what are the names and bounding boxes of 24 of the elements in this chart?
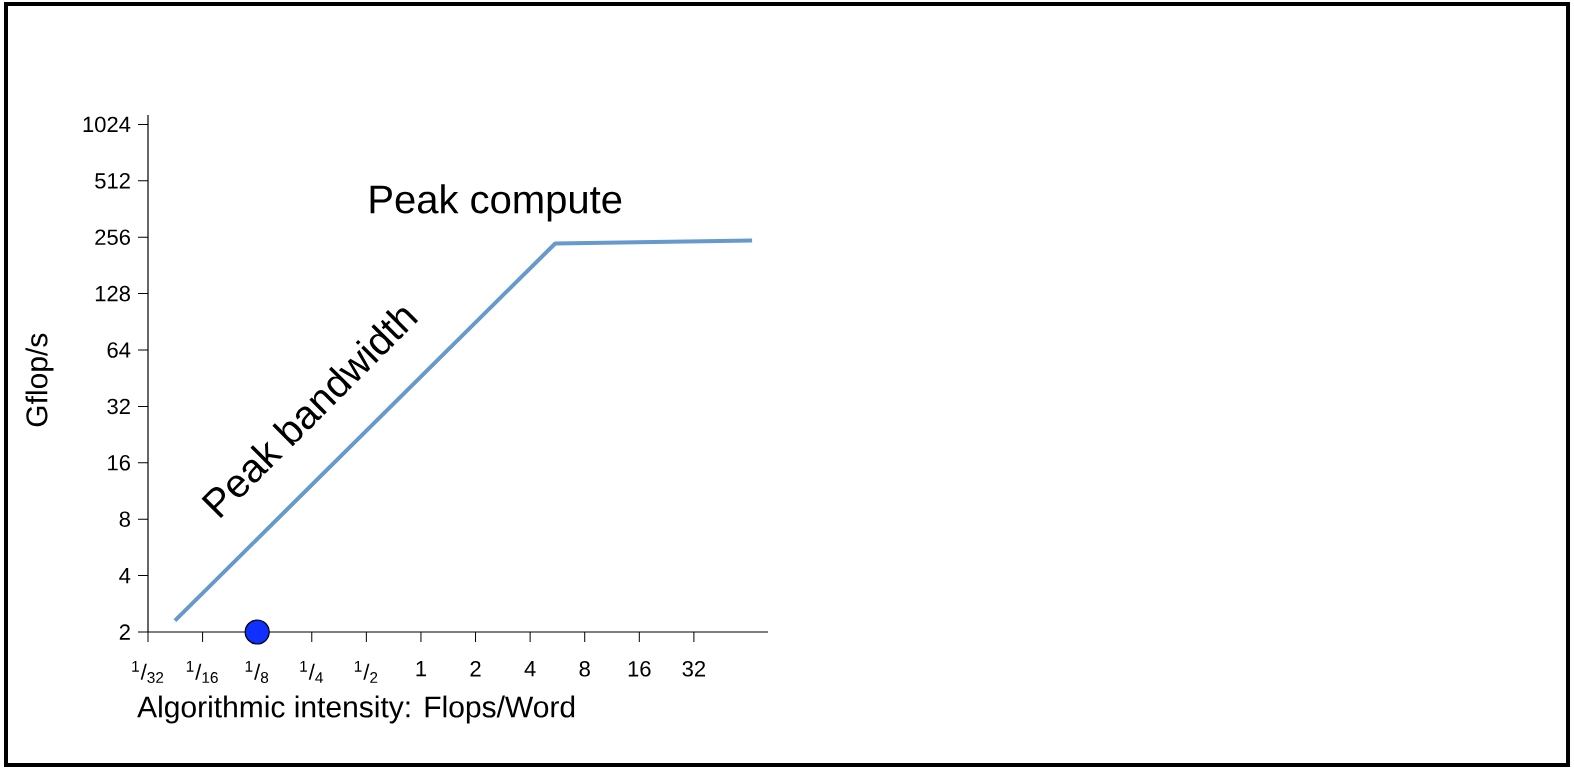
x-tick-label: 4 — [524, 661, 536, 677]
y-tick-label: 32 — [107, 398, 130, 415]
x-tick-label: $^{1}$/$_{8}$ — [245, 661, 269, 684]
x-tick-label: $^{1}$/$_{4}$ — [300, 661, 323, 683]
x-tick-label: $^{1}$/$_{32}$ — [132, 661, 164, 684]
x-tick-label: 1 — [416, 661, 426, 677]
y-tick-label: 1024 — [83, 116, 131, 133]
y-tick-label: 2 — [119, 624, 130, 640]
y-tick-label: 128 — [95, 285, 130, 302]
y-tick-label: 4 — [119, 568, 131, 584]
y-tick-label: 256 — [95, 229, 130, 245]
y-tick-label: 64 — [107, 342, 131, 358]
annotation: Peak compute — [370, 184, 622, 222]
x-tick-label: $^{1}$/$_{16}$ — [186, 661, 218, 684]
y-tick-label: 16 — [108, 455, 130, 471]
x-tick-label: 16 — [628, 661, 651, 677]
y-tick-label: 8 — [119, 511, 130, 527]
y-axis-title: Gflop/s — [25, 333, 54, 427]
x-tick-label: 32 — [682, 661, 706, 677]
x-tick-label: $^{1}$/$_{2}$ — [354, 661, 378, 683]
x-axis-title: Algorithmic intensity: Flops/Word — [137, 695, 575, 724]
x-tick-label: 2 — [470, 661, 481, 677]
y-tick-label: 512 — [95, 173, 130, 189]
x-tick-label: 8 — [579, 661, 590, 677]
